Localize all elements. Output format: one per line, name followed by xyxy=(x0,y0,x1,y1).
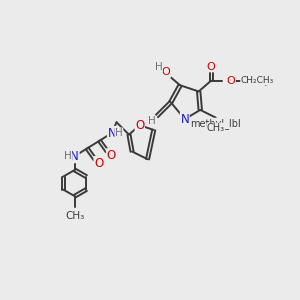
Text: N: N xyxy=(180,113,189,126)
Text: H: H xyxy=(148,116,155,126)
Text: O: O xyxy=(135,119,144,132)
Text: H: H xyxy=(154,62,162,72)
Text: N: N xyxy=(107,127,116,140)
Text: N: N xyxy=(70,150,79,163)
Text: ethyl: ethyl xyxy=(248,76,273,86)
Text: methyl_lbl: methyl_lbl xyxy=(190,118,241,129)
Text: CH₃: CH₃ xyxy=(207,123,225,133)
Text: H: H xyxy=(115,128,123,138)
Text: O: O xyxy=(162,67,170,77)
Text: O: O xyxy=(106,149,116,162)
Text: O: O xyxy=(94,157,103,169)
Text: O: O xyxy=(207,62,215,72)
Text: CH₃: CH₃ xyxy=(65,211,84,221)
Text: O: O xyxy=(226,76,236,86)
Text: H: H xyxy=(64,151,72,161)
Text: CH₂CH₃: CH₂CH₃ xyxy=(241,76,274,85)
